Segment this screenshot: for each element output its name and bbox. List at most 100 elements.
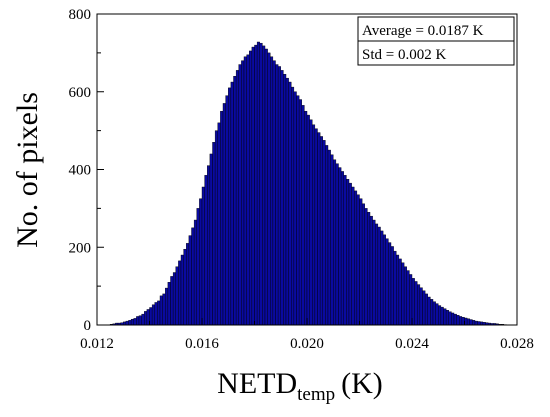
histogram-bar (256, 41, 260, 326)
histogram-bar (220, 110, 224, 326)
histogram-bar (388, 242, 392, 326)
histogram-bar (249, 50, 253, 326)
histogram-bar (188, 235, 192, 326)
histogram-bar (325, 145, 329, 326)
histogram-bar (301, 105, 305, 326)
histogram-bar (191, 227, 195, 326)
histogram-bar (306, 114, 310, 326)
histogram-bar (167, 282, 171, 326)
histogram-bar (369, 215, 373, 326)
histogram-bar (262, 45, 266, 326)
histogram-bar (128, 320, 132, 326)
histogram-bar (141, 313, 145, 326)
histogram-bar (196, 208, 200, 326)
histogram-bar (304, 110, 308, 326)
histogram-bar (293, 91, 297, 326)
histogram-bar (448, 311, 452, 326)
histogram-bar (312, 124, 316, 326)
histogram-bar (204, 175, 208, 326)
histogram-bar (417, 284, 421, 326)
histogram-bar (277, 66, 281, 326)
histogram-bar (254, 44, 258, 326)
histogram-bar (338, 167, 342, 326)
histogram-bar (183, 248, 187, 326)
x-tick-label: 0.012 (80, 336, 114, 352)
histogram-bar (259, 42, 263, 326)
histogram-bar (144, 311, 148, 326)
histogram-bar (264, 48, 268, 326)
y-tick-label: 0 (84, 318, 92, 334)
histogram-bar (351, 186, 355, 326)
histogram-bar (319, 136, 323, 326)
histogram-bar (317, 132, 321, 326)
histogram-bar (382, 234, 386, 326)
histogram-bar (375, 223, 379, 326)
histogram-bar (201, 186, 205, 326)
histogram-bar (228, 87, 232, 326)
histogram-bar (356, 194, 360, 326)
histogram-bar (275, 64, 279, 326)
histogram-bar (403, 266, 407, 326)
histogram-bar (451, 312, 455, 326)
histogram-bar (377, 226, 381, 326)
histogram-bar (199, 198, 203, 326)
histogram-bar (272, 60, 276, 326)
histogram-bar (459, 316, 463, 326)
legend-average: Average = 0.0187 K (362, 23, 484, 39)
histogram-bar (474, 320, 478, 326)
histogram-bar (430, 299, 434, 326)
histogram-bar (445, 310, 449, 326)
stats-legend: Average = 0.0187 K Std = 0.002 K (357, 16, 515, 66)
histogram-bar (398, 258, 402, 326)
histogram-bar (427, 296, 431, 326)
histogram-bar (346, 179, 350, 326)
histogram-bar (151, 304, 155, 326)
histogram-bar (283, 74, 287, 326)
histogram-bar (330, 154, 334, 326)
x-axis-title-unit: (K) (341, 367, 383, 400)
histogram-bar (136, 316, 140, 326)
x-axis-title: NETDtemp (K) (217, 367, 383, 405)
histogram-bar (343, 175, 347, 326)
histogram-bar (440, 306, 444, 326)
histogram-bar (322, 140, 326, 326)
histogram-bar (432, 301, 436, 326)
histogram-bar (435, 303, 439, 326)
histogram-bar (364, 208, 368, 326)
histogram-bar (393, 250, 397, 326)
histogram-bar (225, 95, 229, 326)
histogram-bar (238, 64, 242, 326)
histogram-bar (385, 238, 389, 326)
histogram-bar (170, 276, 174, 326)
histogram-bar (456, 315, 460, 326)
histogram-bar (175, 266, 179, 326)
histogram-bar (309, 119, 313, 326)
y-axis-title: No. of pixels (11, 92, 44, 248)
histogram-bar (367, 212, 371, 326)
histogram-bar (409, 274, 413, 326)
histogram-bar (246, 54, 250, 326)
histogram-bar (361, 203, 365, 326)
histogram-bar (354, 190, 358, 326)
histogram-bar (466, 318, 470, 326)
histogram-bar (154, 302, 158, 326)
histogram-bar (453, 313, 457, 326)
histogram-bars (109, 41, 507, 326)
histogram-bar (165, 287, 169, 326)
histogram-bar (178, 260, 182, 326)
y-tick-label: 600 (69, 85, 92, 101)
histogram-bar (422, 290, 426, 326)
histogram-bar (212, 142, 216, 326)
histogram-bar (314, 128, 318, 326)
histogram-bar (327, 149, 331, 326)
histogram-bar (172, 272, 176, 326)
histogram-bar (359, 198, 363, 326)
y-tick-label: 400 (69, 163, 92, 179)
histogram-bar (291, 86, 295, 326)
x-tick-label: 0.028 (500, 336, 534, 352)
histogram-bar (230, 81, 234, 326)
histogram-bar (209, 153, 213, 326)
histogram-bar (162, 293, 166, 326)
histogram-bar (438, 305, 442, 326)
